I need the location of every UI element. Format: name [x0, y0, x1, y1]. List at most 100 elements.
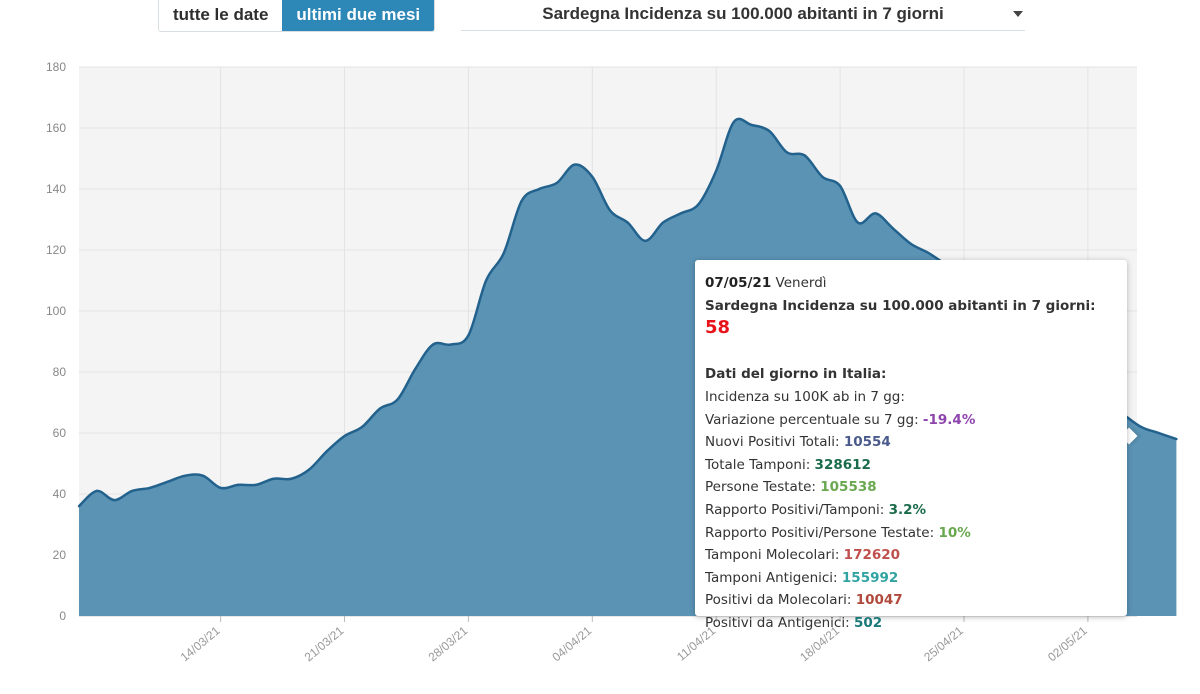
- y-tick-label: 0: [59, 609, 66, 623]
- date-range-toggle: tutte le date ultimi due mesi: [158, 0, 436, 32]
- tooltip-row-value: 502: [853, 614, 883, 631]
- tooltip-row-value: 3.2%: [888, 501, 927, 518]
- data-tooltip: 07/05/21 Venerdì Sardegna Incidenza su 1…: [695, 260, 1127, 631]
- data-point: [1139, 425, 1143, 429]
- data-points: [77, 120, 1178, 508]
- tooltip-row-value: 10047: [855, 592, 903, 609]
- data-point: [715, 169, 718, 172]
- dataset-select[interactable]: Sardegna Incidenza su 100.000 abitanti i…: [461, 0, 1025, 31]
- tooltip-weekday: Venerdì: [775, 275, 827, 291]
- data-point: [538, 187, 541, 191]
- data-point: [130, 489, 134, 493]
- tooltip-row-label: Positivi da Antigenici:: [705, 614, 854, 631]
- data-point: [219, 486, 222, 490]
- data-point: [697, 203, 700, 206]
- y-tick-label: 140: [46, 182, 66, 196]
- tooltip-row-value: 155992: [841, 569, 899, 586]
- data-point: [396, 398, 399, 401]
- data-point: [148, 486, 151, 490]
- data-point: [307, 468, 311, 471]
- y-axis: 0 20 40 60 80 100 120 140 160 180: [46, 60, 66, 623]
- data-point: [679, 212, 682, 215]
- data-point: [414, 367, 417, 371]
- data-point: [184, 474, 187, 477]
- last-two-months-button[interactable]: ultimi due mesi: [282, 0, 435, 31]
- data-point: [325, 450, 328, 453]
- tooltip-row: Persone Testate: 105538: [705, 476, 1117, 499]
- tooltip-row-value: -19.4%: [922, 411, 976, 428]
- tooltip-row-label: Incidenza su 100K ab in 7 gg:: [705, 388, 905, 405]
- data-point: [449, 343, 452, 346]
- tooltip-header: 07/05/21 Venerdì: [705, 272, 1117, 295]
- y-tick-label: 100: [46, 304, 66, 318]
- data-point: [237, 483, 240, 487]
- tooltip-row-value: 10554: [843, 434, 891, 451]
- data-point: [484, 279, 488, 282]
- data-point: [1157, 431, 1160, 435]
- x-tick-label: 28/03/21: [426, 623, 471, 664]
- y-tick-label: 40: [53, 487, 67, 501]
- y-tick-label: 160: [46, 121, 66, 135]
- x-tick-label: 04/04/21: [549, 623, 594, 664]
- chevron-down-icon: [1013, 11, 1023, 17]
- tooltip-row-label: Variazione percentuale su 7 gg:: [705, 411, 923, 428]
- data-point: [272, 477, 275, 480]
- tooltip-row-value: 105538: [820, 479, 877, 496]
- y-tick-label: 80: [53, 365, 67, 379]
- data-point: [785, 151, 789, 154]
- tooltip-section-title: Dati del giorno in Italia:: [705, 366, 887, 383]
- data-point: [608, 209, 612, 212]
- data-point: [821, 175, 824, 178]
- tooltip-row-value: 172620: [843, 547, 901, 564]
- tooltip-row-label: Positivi da Molecolari:: [705, 592, 856, 609]
- tooltip-date: 07/05/21: [705, 275, 772, 291]
- tooltip-row: Rapporto Positivi/Tamponi: 3.2%: [705, 499, 1117, 522]
- tooltip-row: Positivi da Antigenici: 502: [705, 612, 1117, 635]
- data-point: [856, 221, 859, 224]
- data-point: [892, 227, 895, 230]
- y-tick-label: 120: [46, 243, 66, 257]
- data-point: [95, 489, 98, 493]
- data-point: [343, 434, 346, 438]
- tooltip-row-label: Nuovi Positivi Totali:: [705, 434, 844, 451]
- tooltip-row: Incidenza su 100K ab in 7 gg:: [705, 386, 1117, 409]
- data-point: [909, 242, 913, 246]
- data-point: [166, 480, 169, 483]
- tooltip-row-label: Tamponi Molecolari:: [705, 547, 844, 564]
- tooltip-row: Totale Tamponi: 328612: [705, 454, 1117, 477]
- data-point: [467, 334, 470, 337]
- data-point: [431, 343, 435, 346]
- data-point: [254, 483, 258, 487]
- x-tick-label: 21/03/21: [302, 623, 347, 664]
- data-point: [555, 181, 559, 185]
- tooltip-row: Tamponi Antigenici: 155992: [705, 567, 1117, 590]
- data-point: [626, 221, 629, 224]
- data-point: [927, 251, 930, 255]
- all-dates-button[interactable]: tutte le date: [159, 0, 283, 31]
- y-tick-label: 180: [46, 60, 66, 74]
- data-point: [874, 212, 877, 215]
- data-point: [290, 477, 293, 480]
- tooltip-row: Tamponi Molecolari: 172620: [705, 544, 1117, 567]
- y-tick-label: 60: [53, 426, 67, 440]
- tooltip-metric: Sardegna Incidenza su 100.000 abitanti i…: [705, 295, 1117, 341]
- tooltip-row-value: 328612: [814, 456, 871, 473]
- tooltip-row-label: Rapporto Positivi/Tamponi:: [705, 501, 889, 518]
- data-point: [520, 200, 523, 203]
- data-point: [573, 163, 576, 166]
- data-point: [378, 407, 382, 410]
- data-point: [77, 505, 81, 508]
- data-point: [661, 221, 665, 224]
- data-point: [644, 239, 647, 243]
- data-point: [732, 120, 736, 124]
- tooltip-metric-label: Sardegna Incidenza su 100.000 abitanti i…: [705, 297, 1096, 314]
- data-point: [750, 123, 753, 127]
- tooltip-row-label: Tamponi Antigenici:: [705, 569, 842, 586]
- tooltip-row-label: Persone Testate:: [705, 479, 821, 496]
- data-point: [591, 175, 594, 178]
- data-point: [502, 251, 505, 255]
- y-tick-label: 20: [53, 548, 67, 562]
- tooltip-row: Variazione percentuale su 7 gg: -19.4%: [705, 409, 1117, 432]
- tooltip-row-label: Rapporto Positivi/Persone Testate:: [705, 524, 939, 541]
- tooltip-row-label: Totale Tamponi:: [705, 456, 815, 473]
